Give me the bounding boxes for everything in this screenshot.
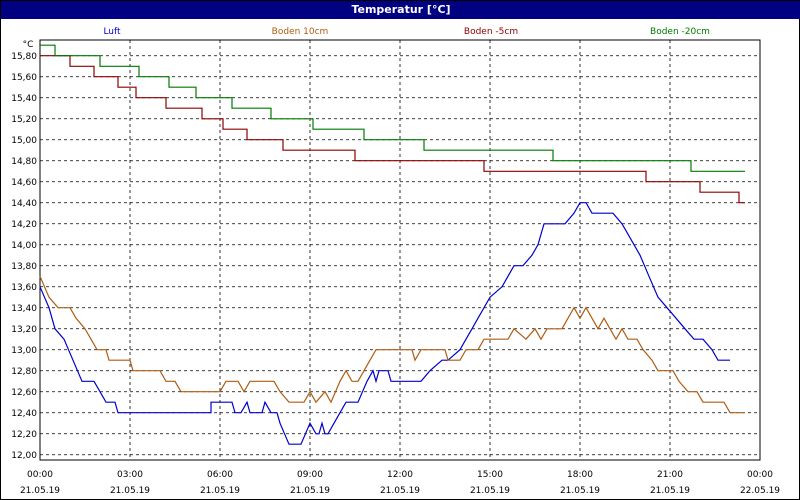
x-tick-time: 00:00 <box>27 470 53 480</box>
x-tick-time: 21:00 <box>657 470 683 480</box>
y-tick-label: 15,20 <box>11 115 37 125</box>
y-tick-label: 14,80 <box>11 157 37 167</box>
y-tick-label: 12,40 <box>11 409 37 419</box>
legend-item: Luft <box>103 27 121 37</box>
x-tick-time: 06:00 <box>207 470 233 480</box>
legend-item: Boden -5cm <box>464 27 518 37</box>
series-line-boden-5cm <box>40 55 745 204</box>
y-tick-label: 12,20 <box>11 430 37 440</box>
series-layer <box>39 44 745 445</box>
y-tick-label: 15,40 <box>11 94 37 104</box>
y-tick-label: 13,80 <box>11 262 37 272</box>
y-tick-label: 14,00 <box>11 241 37 251</box>
x-tick-date: 21.05.19 <box>380 486 420 496</box>
y-tick-label: 12,00 <box>11 451 37 461</box>
plot-area <box>39 39 761 461</box>
y-tick-label: 15,00 <box>11 136 37 146</box>
chart-title: Temperatur [°C] <box>1 1 800 19</box>
x-tick-time: 00:00 <box>747 470 773 480</box>
y-tick-label: 15,80 <box>11 52 37 62</box>
x-tick-date: 21.05.19 <box>650 486 690 496</box>
y-tick-label: 13,20 <box>11 325 37 335</box>
x-tick-date: 21.05.19 <box>560 486 600 496</box>
grid <box>40 40 760 460</box>
x-tick-time: 03:00 <box>117 470 143 480</box>
x-tick-date: 21.05.19 <box>470 486 510 496</box>
series-line-luft <box>39 202 730 445</box>
x-tick-time: 15:00 <box>477 470 503 480</box>
series-line-boden-10cm <box>39 276 745 414</box>
y-tick-label: 12,80 <box>11 367 37 377</box>
x-tick-date: 21.05.19 <box>20 486 60 496</box>
x-tick-date: 21.05.19 <box>110 486 150 496</box>
legend-item: Boden 10cm <box>272 27 329 37</box>
x-tick-date: 22.05.19 <box>740 486 780 496</box>
x-tick-time: 18:00 <box>567 470 593 480</box>
series-line-boden-20cm <box>40 44 745 172</box>
legend: Luft Boden 10cm Boden -5cm Boden -20cm <box>103 27 710 37</box>
y-tick-label: 14,20 <box>11 220 37 230</box>
y-tick-label: 14,60 <box>11 178 37 188</box>
y-tick-label: 14,40 <box>11 199 37 209</box>
x-tick-date: 21.05.19 <box>290 486 330 496</box>
x-tick-date: 21.05.19 <box>200 486 240 496</box>
legend-item: Boden -20cm <box>650 27 710 37</box>
y-tick-label: 12,60 <box>11 388 37 398</box>
y-tick-label: 13,40 <box>11 304 37 314</box>
y-tick-label: 15,60 <box>11 73 37 83</box>
x-tick-time: 09:00 <box>297 470 323 480</box>
x-tick-time: 12:00 <box>387 470 413 480</box>
axes: 15,80 15,60 15,40 15,20 15,00 14,80 14,60 14,40… <box>11 39 780 496</box>
y-axis-unit: °C <box>23 40 34 50</box>
y-tick-label: 13,60 <box>11 283 37 293</box>
y-tick-label: 13,00 <box>11 346 37 356</box>
